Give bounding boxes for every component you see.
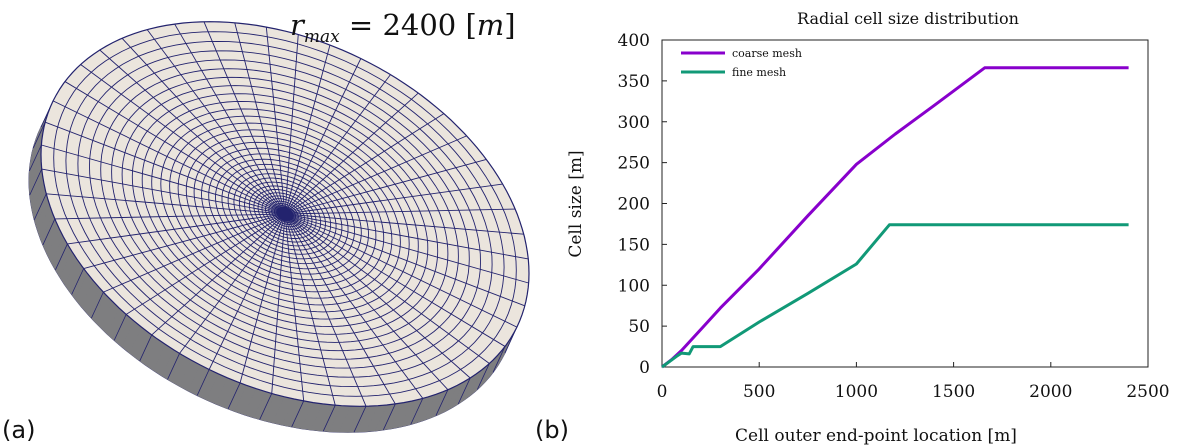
x-tick-label: 500 [743,382,775,402]
x-axis-label: Cell outer end-point location [m] [735,426,1017,446]
y-tick-label: 50 [628,317,650,337]
y-axis-label: Cell size [m] [566,150,586,257]
rmax-annotation: rmax = 2400 [m] [290,8,516,47]
side-edge-line [29,144,42,172]
plot-frame [661,39,1149,368]
side-edge-line [476,363,490,390]
side-edge-line [259,393,273,420]
series-line-coarse [661,66,1129,369]
side-edge-line [42,218,56,246]
x-tick-label: 2000 [1029,382,1072,402]
x-tick-label: 2500 [1126,382,1169,402]
side-edge-line [33,193,47,220]
side-edge-line [492,346,506,373]
mesh-center-dense [276,206,294,222]
side-edge-line [382,403,396,431]
side-edge-line [167,353,180,380]
side-edge-line [227,382,241,410]
mesh-disc-figure [28,21,530,433]
side-edge-line [139,334,153,362]
side-edge-line [353,406,367,433]
side-edge-line [71,268,85,295]
panel-label-a: (a) [2,416,36,444]
legend: coarse mesh fine mesh [681,47,802,79]
x-tick-label: 0 [657,382,668,402]
side-edge-line [55,243,68,271]
y-tick-label: 150 [618,235,650,255]
side-edge-line [32,121,46,149]
side-edge-line [29,168,43,196]
y-tick-label: 100 [618,276,650,296]
side-edge-line [410,398,424,425]
side-edge-line [113,314,127,341]
panel-label-b: (b) [535,416,569,444]
x-tick-label: 1000 [835,382,878,402]
side-edge-line [435,389,449,416]
series-line-fine [661,223,1129,369]
y-tick-label: 200 [618,195,650,215]
chart-title: Radial cell size distribution [797,9,1019,28]
y-tick-label: 400 [618,31,650,51]
y-tick-label: 0 [639,358,650,378]
side-edge-line [322,405,336,432]
x-tick-label: 1500 [932,382,975,402]
side-edge-line [196,369,210,396]
y-tick-label: 350 [618,72,650,92]
y-tick-label: 300 [618,113,650,133]
legend-label-fine: fine mesh [732,66,786,79]
side-edge-line [91,291,104,319]
side-edge-line [457,377,471,405]
y-tick-label: 250 [618,154,650,174]
mesh-spokes [41,21,529,407]
legend-label-coarse: coarse mesh [732,47,802,60]
side-edge-line [291,400,305,428]
